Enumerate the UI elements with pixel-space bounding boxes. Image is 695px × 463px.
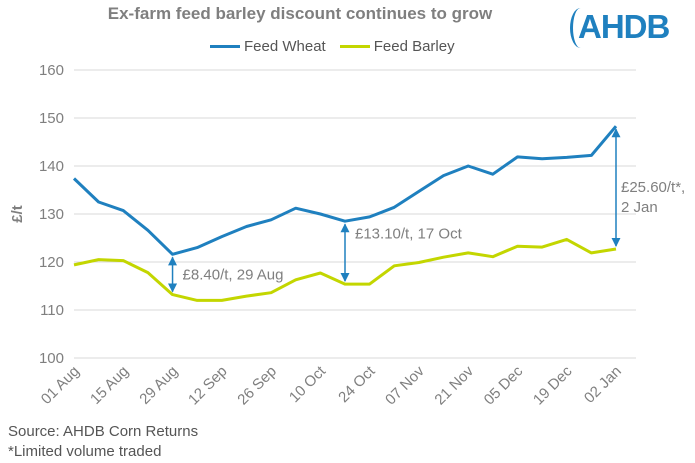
source-note: Source: AHDB Corn Returns xyxy=(8,423,199,440)
y-tick-label: 150 xyxy=(39,110,64,127)
y-axis-label: £/t xyxy=(9,205,26,223)
y-tick-label: 100 xyxy=(39,350,64,367)
legend-item-feed-barley: Feed Barley xyxy=(339,38,455,55)
series-line-feed-wheat xyxy=(72,125,618,256)
x-tick-label: 29 Aug xyxy=(136,363,181,408)
x-tick-label: 12 Sep xyxy=(185,363,231,409)
y-tick-label: 140 xyxy=(39,158,64,175)
annotation-label: 2 Jan xyxy=(621,199,658,216)
y-tick-label: 120 xyxy=(39,254,64,271)
annotation-label: £13.10/t, 17 Oct xyxy=(355,226,463,243)
chart-title: Ex-farm feed barley discount continues t… xyxy=(107,4,493,23)
x-tick-label: 19 Dec xyxy=(530,362,576,408)
logo-swoosh-icon xyxy=(570,8,591,48)
legend-swatch-feed-barley xyxy=(339,45,370,48)
x-tick-label: 07 Nov xyxy=(382,362,428,408)
x-tick-label: 21 Nov xyxy=(431,362,477,408)
footnote: *Limited volume traded xyxy=(8,443,162,460)
x-tick-label: 15 Aug xyxy=(87,363,132,408)
x-tick-label: 26 Sep xyxy=(234,363,280,409)
legend-item-feed-wheat: Feed Wheat xyxy=(210,38,326,55)
legend-label-feed-wheat: Feed Wheat xyxy=(244,38,326,55)
ahdb-logo: AHDB xyxy=(570,4,690,54)
legend-label-feed-barley: Feed Barley xyxy=(373,38,455,55)
series-line-feed-barley xyxy=(73,237,617,302)
chart-legend: Feed Wheat Feed Barley xyxy=(210,38,455,55)
y-tick-label: 160 xyxy=(39,62,64,79)
y-tick-label: 110 xyxy=(40,302,64,319)
x-tick-label: 05 Dec xyxy=(481,362,527,408)
logo-text: AHDB xyxy=(578,8,670,45)
x-tick-label: 24 Oct xyxy=(335,362,379,406)
y-tick-label: 130 xyxy=(39,206,64,223)
annotation-label: £8.40/t, 29 Aug xyxy=(183,266,284,283)
x-tick-label: 10 Oct xyxy=(286,362,330,406)
x-tick-label: 01 Aug xyxy=(38,363,83,408)
legend-swatch-feed-wheat xyxy=(210,45,240,48)
annotation-label: £25.60/t*, xyxy=(621,179,685,196)
x-tick-label: 02 Jan xyxy=(581,363,625,407)
